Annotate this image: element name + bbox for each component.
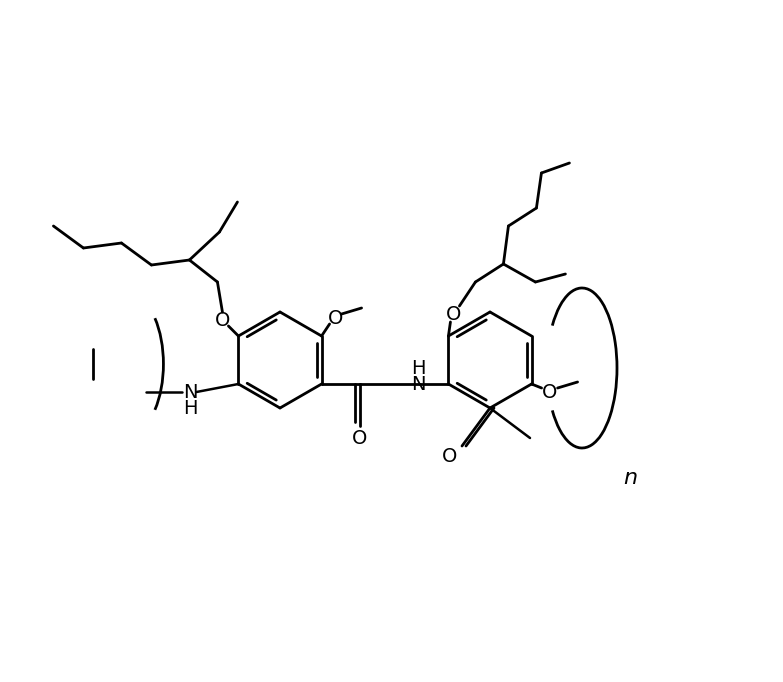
Text: H: H [183, 400, 197, 419]
Text: n: n [623, 468, 637, 488]
Text: O: O [328, 308, 343, 327]
Text: N: N [411, 374, 426, 394]
Text: O: O [215, 310, 230, 329]
Text: H: H [411, 359, 426, 378]
Text: O: O [352, 428, 367, 447]
Text: O: O [446, 304, 461, 323]
Text: O: O [442, 447, 458, 466]
Text: O: O [542, 383, 557, 402]
Text: N: N [183, 383, 197, 402]
